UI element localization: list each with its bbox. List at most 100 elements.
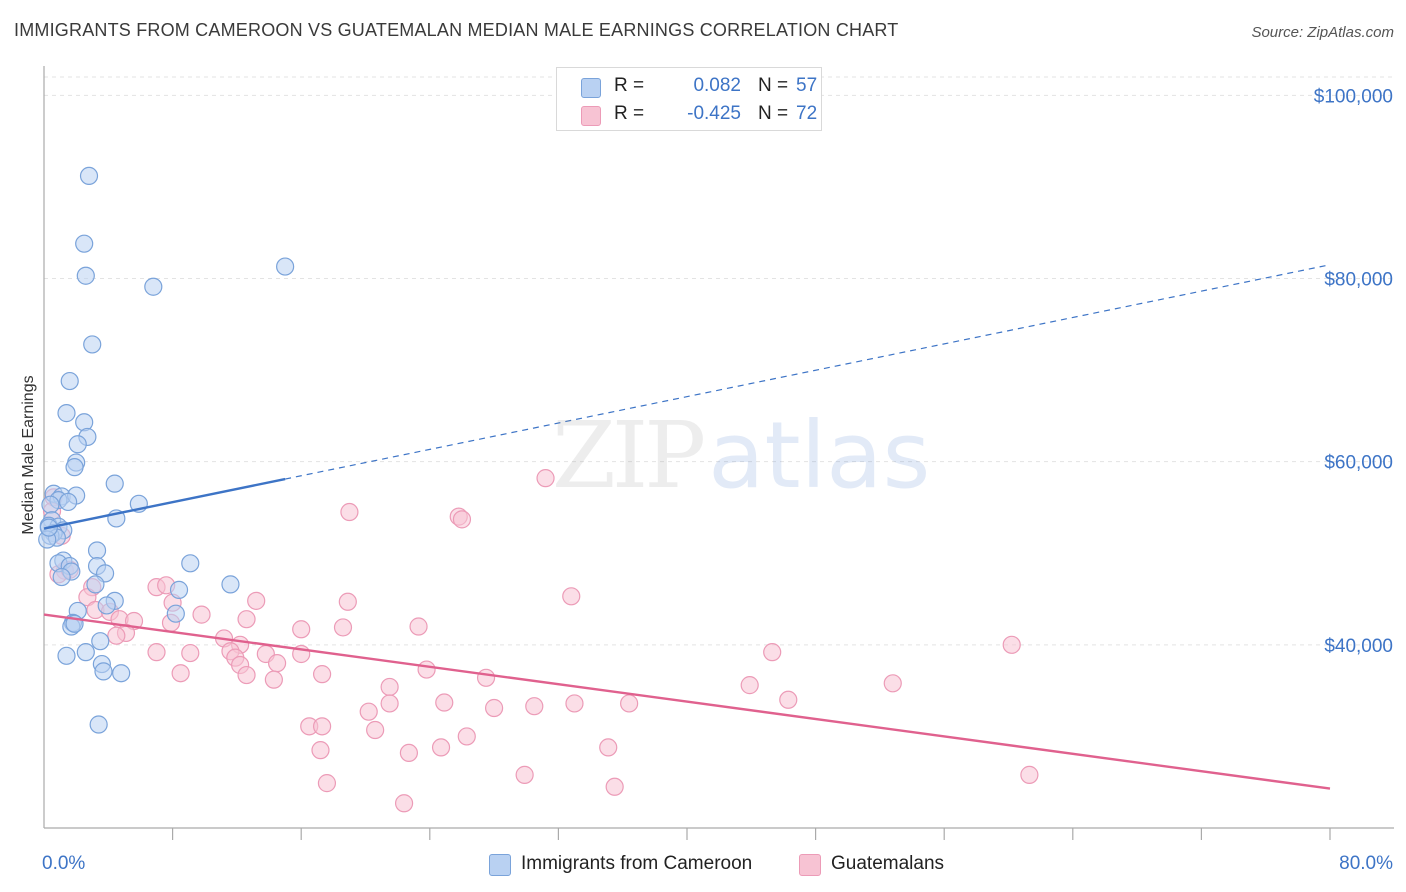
legend-label: Guatemalans [831, 853, 945, 874]
data-point [75, 234, 94, 253]
data-point [779, 690, 798, 709]
data-point [267, 654, 287, 673]
data-point [94, 662, 113, 681]
data-point [68, 435, 87, 454]
guatemalans-points [42, 469, 1039, 813]
trend-line [43, 613, 1331, 790]
data-point [312, 665, 332, 684]
data-point [476, 668, 496, 687]
watermark-zip: ZIP [552, 402, 706, 509]
data-point [399, 743, 419, 763]
data-point [144, 277, 163, 296]
data-point [740, 676, 759, 695]
data-point [431, 738, 451, 757]
data-point [89, 715, 108, 734]
data-point [237, 610, 256, 629]
data-point [292, 620, 311, 639]
data-point [565, 694, 584, 713]
data-point [605, 777, 624, 796]
data-point [237, 665, 256, 685]
pink-swatch [581, 106, 601, 126]
data-point [86, 575, 105, 594]
y-tick-label: $100,000 [1314, 86, 1393, 107]
data-point [87, 541, 107, 560]
data-point [107, 626, 126, 645]
data-point [76, 643, 95, 662]
data-point [366, 720, 385, 740]
data-point [562, 587, 581, 606]
r-label: R = [614, 103, 645, 124]
watermark-atlas: atlas [708, 402, 931, 509]
data-point [1002, 635, 1021, 654]
axes [43, 66, 1394, 840]
data-point [763, 643, 782, 662]
data-point [247, 591, 266, 610]
data-point [312, 717, 332, 736]
pink-swatch [799, 854, 821, 876]
data-point [394, 794, 414, 813]
trend-line [43, 477, 286, 530]
y-tick-label: $60,000 [1324, 453, 1393, 474]
data-point [536, 469, 555, 488]
data-point [221, 575, 240, 594]
x-tick-labels: 0.0% 80.0% [42, 853, 1393, 874]
data-point [192, 605, 211, 624]
data-point [1020, 765, 1039, 784]
stats-legend: R = 0.082 N = 57 R = -0.425 N = 72 [556, 67, 822, 131]
chart-title: IMMIGRANTS FROM CAMEROON VS GUATEMALAN M… [14, 20, 899, 40]
y-tick-label: $40,000 [1324, 636, 1393, 657]
data-point [57, 404, 76, 423]
data-point [452, 510, 472, 529]
data-point [435, 693, 454, 712]
cameroon-points [38, 166, 295, 734]
data-point [78, 588, 97, 607]
r-label: R = [614, 75, 645, 96]
data-point [525, 697, 544, 716]
data-point [181, 554, 200, 573]
data-point [59, 492, 78, 512]
data-point [76, 266, 95, 285]
data-point [620, 694, 639, 713]
data-point [338, 592, 357, 611]
r-value: 0.082 [693, 75, 741, 96]
n-label: N = [758, 75, 789, 96]
data-point [359, 702, 378, 721]
data-point [599, 738, 618, 757]
data-point [380, 677, 399, 697]
data-point [883, 674, 902, 693]
data-point [147, 643, 166, 662]
data-point [409, 617, 428, 636]
data-point [79, 166, 99, 186]
data-point [333, 618, 353, 637]
r-value: -0.425 [687, 103, 741, 124]
watermark: ZIPatlas [552, 402, 931, 509]
data-point [171, 664, 190, 683]
data-point [417, 660, 436, 679]
data-point [105, 474, 124, 493]
y-axis-label: Median Male Earnings [20, 375, 37, 534]
data-point [166, 604, 185, 623]
data-point [515, 765, 534, 784]
data-point [181, 643, 200, 663]
data-point [311, 741, 330, 760]
trend-lines [43, 264, 1331, 790]
series-legend: Immigrants from Cameroon Guatemalans [0, 852, 1406, 878]
n-value: 57 [796, 75, 818, 96]
data-point [65, 458, 84, 477]
data-point [52, 567, 71, 587]
n-value: 72 [796, 103, 818, 124]
data-point [317, 774, 337, 793]
blue-swatch [581, 78, 601, 98]
y-tick-labels: $40,000 $60,000 $80,000 $100,000 [1314, 86, 1393, 657]
data-point [91, 632, 110, 651]
data-point [340, 502, 359, 522]
data-point [112, 664, 131, 683]
data-point [97, 596, 116, 615]
data-point [457, 727, 476, 746]
x-tick-label: 0.0% [42, 853, 85, 874]
gridlines [44, 76, 1394, 646]
data-point [264, 670, 283, 689]
blue-swatch [489, 854, 511, 876]
source-credit: Source: ZipAtlas.com [1251, 24, 1394, 41]
